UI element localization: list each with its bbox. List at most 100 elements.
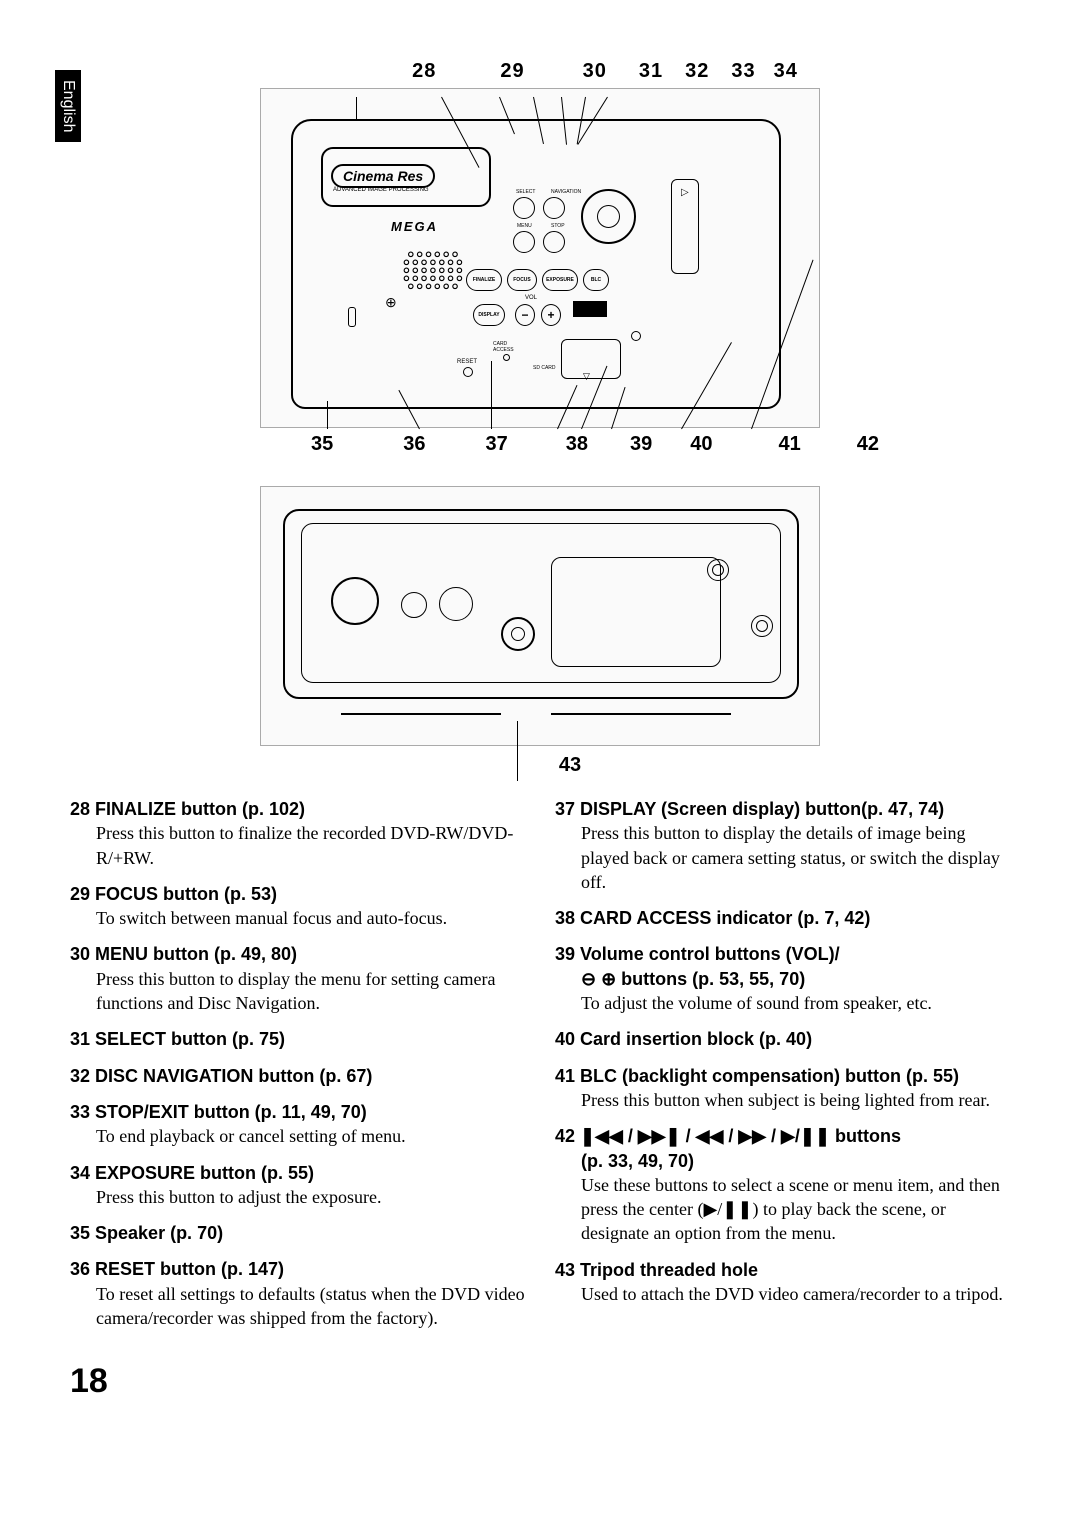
diagram-label: 30 bbox=[583, 60, 607, 83]
diagram-label: 41 bbox=[779, 433, 801, 456]
item-title: 35 Speaker (p. 70) bbox=[70, 1221, 525, 1245]
vol-minus-button: − bbox=[515, 304, 535, 326]
blc-button: BLC bbox=[583, 269, 609, 291]
item-title: 33 STOP/EXIT button (p. 11, 49, 70) bbox=[70, 1100, 525, 1124]
navigation-button bbox=[543, 197, 565, 219]
item-desc: Press this button to finalize the record… bbox=[70, 821, 525, 870]
card-access-label: CARDACCESS bbox=[493, 341, 514, 353]
diagram-label: 29 bbox=[500, 60, 524, 83]
item-desc: To adjust the volume of sound from speak… bbox=[555, 991, 1010, 1015]
tripod-hole-inner bbox=[511, 627, 525, 641]
item-title: 28 FINALIZE button (p. 102) bbox=[70, 797, 525, 821]
item-desc: Press this button when subject is being … bbox=[555, 1088, 1010, 1112]
list-item: 31 SELECT button (p. 75) bbox=[70, 1027, 525, 1051]
item-desc: To reset all settings to defaults (statu… bbox=[70, 1282, 525, 1331]
item-title: 38 CARD ACCESS indicator (p. 7, 42) bbox=[555, 906, 1010, 930]
latch bbox=[348, 307, 356, 327]
select-label: SELECT bbox=[516, 189, 535, 195]
list-item: 40 Card insertion block (p. 40) bbox=[555, 1027, 1010, 1051]
item-title: 32 DISC NAVIGATION button (p. 67) bbox=[70, 1064, 525, 1088]
dolby-badge bbox=[573, 301, 607, 317]
item-title: 37 DISPLAY (Screen display) button(p. 47… bbox=[555, 797, 1010, 821]
content-columns: 28 FINALIZE button (p. 102)Press this bu… bbox=[70, 797, 1010, 1342]
list-item: 39 Volume control buttons (VOL)/⊖ ⊕ butt… bbox=[555, 942, 1010, 1015]
exposure-button: EXPOSURE bbox=[542, 269, 578, 291]
left-column: 28 FINALIZE button (p. 102)Press this bu… bbox=[70, 797, 525, 1342]
item-desc: Press this button to display the menu fo… bbox=[70, 967, 525, 1016]
vol-plus-button: + bbox=[541, 304, 561, 326]
list-item: 42 ❚◀◀ / ▶▶❚ / ◀◀ / ▶▶ / ▶/❚❚ buttons(p.… bbox=[555, 1124, 1010, 1245]
item-title: 34 EXPOSURE button (p. 55) bbox=[70, 1161, 525, 1185]
item-desc: To switch between manual focus and auto-… bbox=[70, 906, 525, 930]
cinema-label: Cinema Res bbox=[343, 168, 423, 184]
display-button: DISPLAY bbox=[473, 304, 505, 326]
item-title: 29 FOCUS button (p. 53) bbox=[70, 882, 525, 906]
diagram-label: 40 bbox=[690, 433, 712, 456]
list-item: 29 FOCUS button (p. 53)To switch between… bbox=[70, 882, 525, 931]
card-slot bbox=[561, 339, 621, 379]
cinema-sub: ADVANCED IMAGE PROCESSING bbox=[333, 187, 429, 193]
navigation-label: NAVIGATION bbox=[551, 189, 581, 195]
diagram-label: 31 bbox=[639, 60, 663, 83]
diagram-label: 35 bbox=[311, 433, 333, 456]
item-desc: Used to attach the DVD video camera/reco… bbox=[555, 1282, 1010, 1306]
label-43: 43 bbox=[130, 754, 1010, 777]
list-item: 38 CARD ACCESS indicator (p. 7, 42) bbox=[555, 906, 1010, 930]
list-item: 30 MENU button (p. 49, 80)Press this but… bbox=[70, 942, 525, 1015]
sd-card-label: SD CARD bbox=[533, 365, 556, 371]
item-title: 31 SELECT button (p. 75) bbox=[70, 1027, 525, 1051]
screw-1: ⊕ bbox=[385, 294, 397, 311]
diagram-label: 32 bbox=[685, 60, 709, 83]
lens-ring bbox=[331, 577, 379, 625]
list-item: 28 FINALIZE button (p. 102)Press this bu… bbox=[70, 797, 525, 870]
diagram-label: 34 bbox=[774, 60, 798, 83]
finalize-button: FINALIZE bbox=[466, 269, 502, 291]
diagram-label: 42 bbox=[857, 433, 879, 456]
speaker-grille: ∘∘∘∘∘∘∘∘∘∘∘∘∘∘∘∘∘∘∘∘∘∘∘∘∘∘∘∘∘∘∘∘∘ bbox=[401, 251, 463, 291]
reset-label: RESET bbox=[457, 359, 477, 365]
focus-button: FOCUS bbox=[507, 269, 537, 291]
select-button bbox=[513, 197, 535, 219]
menu-label: MENU bbox=[517, 223, 532, 229]
stop-button bbox=[543, 231, 565, 253]
list-item: 33 STOP/EXIT button (p. 11, 49, 70)To en… bbox=[70, 1100, 525, 1149]
stop-label: STOP bbox=[551, 223, 565, 229]
diagram1-top-labels: 28293031323334 bbox=[200, 60, 1010, 83]
small-ring-2 bbox=[439, 587, 473, 621]
list-item: 37 DISPLAY (Screen display) button(p. 47… bbox=[555, 797, 1010, 894]
item-title-line2: (p. 33, 49, 70) bbox=[555, 1149, 1010, 1173]
diagram-label: 38 bbox=[566, 433, 588, 456]
list-item: 35 Speaker (p. 70) bbox=[70, 1221, 525, 1245]
right-column: 37 DISPLAY (Screen display) button(p. 47… bbox=[555, 797, 1010, 1342]
page-number: 18 bbox=[70, 1362, 1010, 1401]
diagram1-bottom-labels: 3536373839404142 bbox=[180, 433, 1010, 456]
misc-dot bbox=[631, 331, 641, 341]
battery-compartment bbox=[551, 557, 721, 667]
play-icon: ▷ bbox=[681, 187, 689, 198]
menu-button bbox=[513, 231, 535, 253]
ridge-left bbox=[341, 705, 501, 715]
list-item: 32 DISC NAVIGATION button (p. 67) bbox=[70, 1064, 525, 1088]
reset-hole bbox=[463, 367, 473, 377]
item-title: 39 Volume control buttons (VOL)/ bbox=[555, 942, 1010, 966]
item-title: 41 BLC (backlight compensation) button (… bbox=[555, 1064, 1010, 1088]
item-title-line2: ⊖ ⊕ buttons (p. 53, 55, 70) bbox=[555, 967, 1010, 991]
card-slot-arrow: ▽ bbox=[583, 371, 590, 382]
diagram-label: 39 bbox=[630, 433, 652, 456]
item-title: 40 Card insertion block (p. 40) bbox=[555, 1027, 1010, 1051]
small-ring-1 bbox=[401, 592, 427, 618]
item-title: 30 MENU button (p. 49, 80) bbox=[70, 942, 525, 966]
item-title: 42 ❚◀◀ / ▶▶❚ / ◀◀ / ▶▶ / ▶/❚❚ buttons bbox=[555, 1124, 1010, 1148]
item-desc: Use these buttons to select a scene or m… bbox=[555, 1173, 1010, 1246]
vol-label: VOL bbox=[525, 295, 537, 301]
list-item: 43 Tripod threaded holeUsed to attach th… bbox=[555, 1258, 1010, 1307]
screw-r2 bbox=[751, 615, 773, 637]
camera-diagram-top: Cinema Res ADVANCED IMAGE PROCESSING MEG… bbox=[260, 88, 820, 428]
mega-label: MEGA bbox=[391, 219, 438, 234]
item-desc: Press this button to display the details… bbox=[555, 821, 1010, 894]
nav-pad-center bbox=[597, 205, 620, 228]
item-title: 43 Tripod threaded hole bbox=[555, 1258, 1010, 1282]
list-item: 36 RESET button (p. 147)To reset all set… bbox=[70, 1257, 525, 1330]
list-item: 41 BLC (backlight compensation) button (… bbox=[555, 1064, 1010, 1113]
item-desc: To end playback or cancel setting of men… bbox=[70, 1124, 525, 1148]
